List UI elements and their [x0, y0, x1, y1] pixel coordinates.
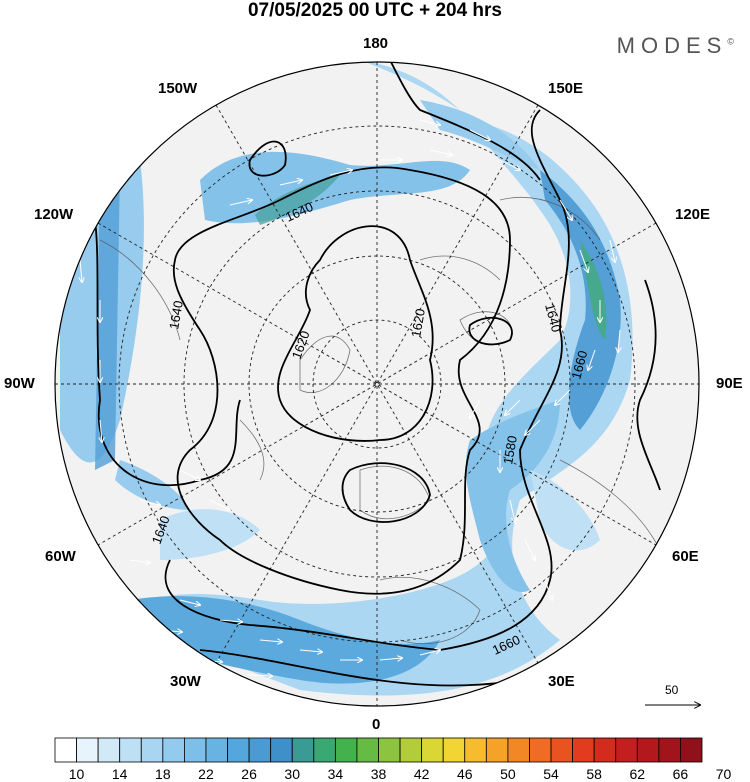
colorbar-swatch	[421, 737, 444, 763]
colorbar-swatch	[464, 737, 487, 763]
colorbar-swatch	[227, 737, 250, 763]
colorbar-label: 34	[327, 766, 344, 782]
colorbar-label: 66	[672, 766, 689, 782]
colorbar-swatch	[485, 737, 509, 763]
colorbar-swatch	[76, 737, 99, 763]
map-field	[55, 62, 699, 706]
colorbar-label: 38	[370, 766, 387, 782]
colorbar-swatch	[313, 737, 336, 763]
contour-label: 1660	[568, 349, 590, 381]
colorbar-label: 14	[111, 766, 128, 782]
colorbar-swatch	[356, 737, 379, 763]
reference-vector-label: 50	[665, 683, 679, 697]
colorbar-label: 50	[500, 766, 516, 782]
colorbar-label: 30	[284, 766, 301, 782]
lon-label-90e: 90E	[716, 375, 743, 392]
colorbar-label: 58	[586, 766, 602, 782]
contour-label: 1620	[408, 307, 428, 338]
colorbar-swatch	[550, 737, 573, 763]
lon-label-150w: 150W	[158, 80, 198, 97]
colorbar-swatch	[140, 737, 164, 763]
colorbar-swatch	[54, 737, 77, 763]
graticule	[55, 62, 699, 706]
colorbar-swatch	[615, 737, 638, 763]
colorbar-swatch	[399, 737, 423, 763]
colorbar-label: 18	[155, 766, 171, 782]
colorbar-swatch	[248, 737, 272, 763]
colorbar-swatch	[658, 737, 681, 763]
lon-label-60e: 60E	[672, 548, 699, 565]
lon-label-150e: 150E	[548, 80, 584, 97]
colorbar-swatch	[636, 737, 660, 763]
colorbar-swatch	[680, 737, 703, 763]
colorbar-swatch	[119, 737, 142, 763]
colorbar-swatch	[97, 737, 121, 763]
lon-label-30e: 30E	[548, 673, 575, 690]
colorbar-swatch	[593, 737, 617, 763]
lon-label-180: 180	[363, 35, 389, 52]
colorbar-label: 26	[241, 766, 257, 782]
colorbar-label: 70	[715, 766, 732, 782]
coastlines	[99, 197, 661, 645]
lon-label-30w: 30W	[170, 673, 201, 690]
colorbar-swatch	[183, 737, 207, 763]
lon-label-90w: 90W	[4, 375, 35, 392]
lon-label-120e: 120E	[675, 206, 711, 223]
colorbar-label: 62	[629, 766, 646, 782]
colorbar-label: 42	[413, 766, 430, 782]
colorbar-label: 22	[198, 766, 214, 782]
colorbar-label: 54	[543, 766, 559, 782]
lon-label-0: 0	[372, 716, 381, 733]
colorbar-label: 46	[456, 766, 473, 782]
contour-label: 1640	[166, 299, 186, 330]
wind-vectors	[80, 119, 620, 676]
lon-label-60w: 60W	[45, 548, 76, 565]
brand-logo: MODES©	[616, 33, 734, 58]
colorbar-swatch	[291, 737, 315, 763]
colorbar-swatch	[378, 737, 401, 763]
colorbar-swatch	[270, 737, 293, 763]
colorbar-label: 10	[68, 766, 85, 782]
colorbar	[54, 737, 703, 763]
map-boundary	[54, 61, 700, 707]
colorbar-swatch	[507, 737, 530, 763]
colorbar-swatch	[442, 737, 466, 763]
colorbar-swatch	[334, 737, 358, 763]
colorbar-swatch	[572, 737, 595, 763]
colorbar-swatch	[162, 737, 185, 763]
contour-label: 1640	[542, 302, 564, 334]
colorbar-swatch	[205, 737, 228, 763]
map-title: 07/05/2025 00 UTC + 204 hrs	[247, 0, 503, 21]
colorbar-swatch	[529, 737, 552, 763]
lon-label-120w: 120W	[34, 206, 74, 223]
contour-label: 1580	[500, 434, 520, 465]
height-contours	[94, 62, 661, 687]
